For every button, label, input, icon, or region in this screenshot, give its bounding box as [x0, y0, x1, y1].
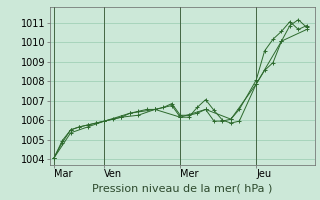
X-axis label: Pression niveau de la mer( hPa ): Pression niveau de la mer( hPa ): [92, 183, 273, 193]
